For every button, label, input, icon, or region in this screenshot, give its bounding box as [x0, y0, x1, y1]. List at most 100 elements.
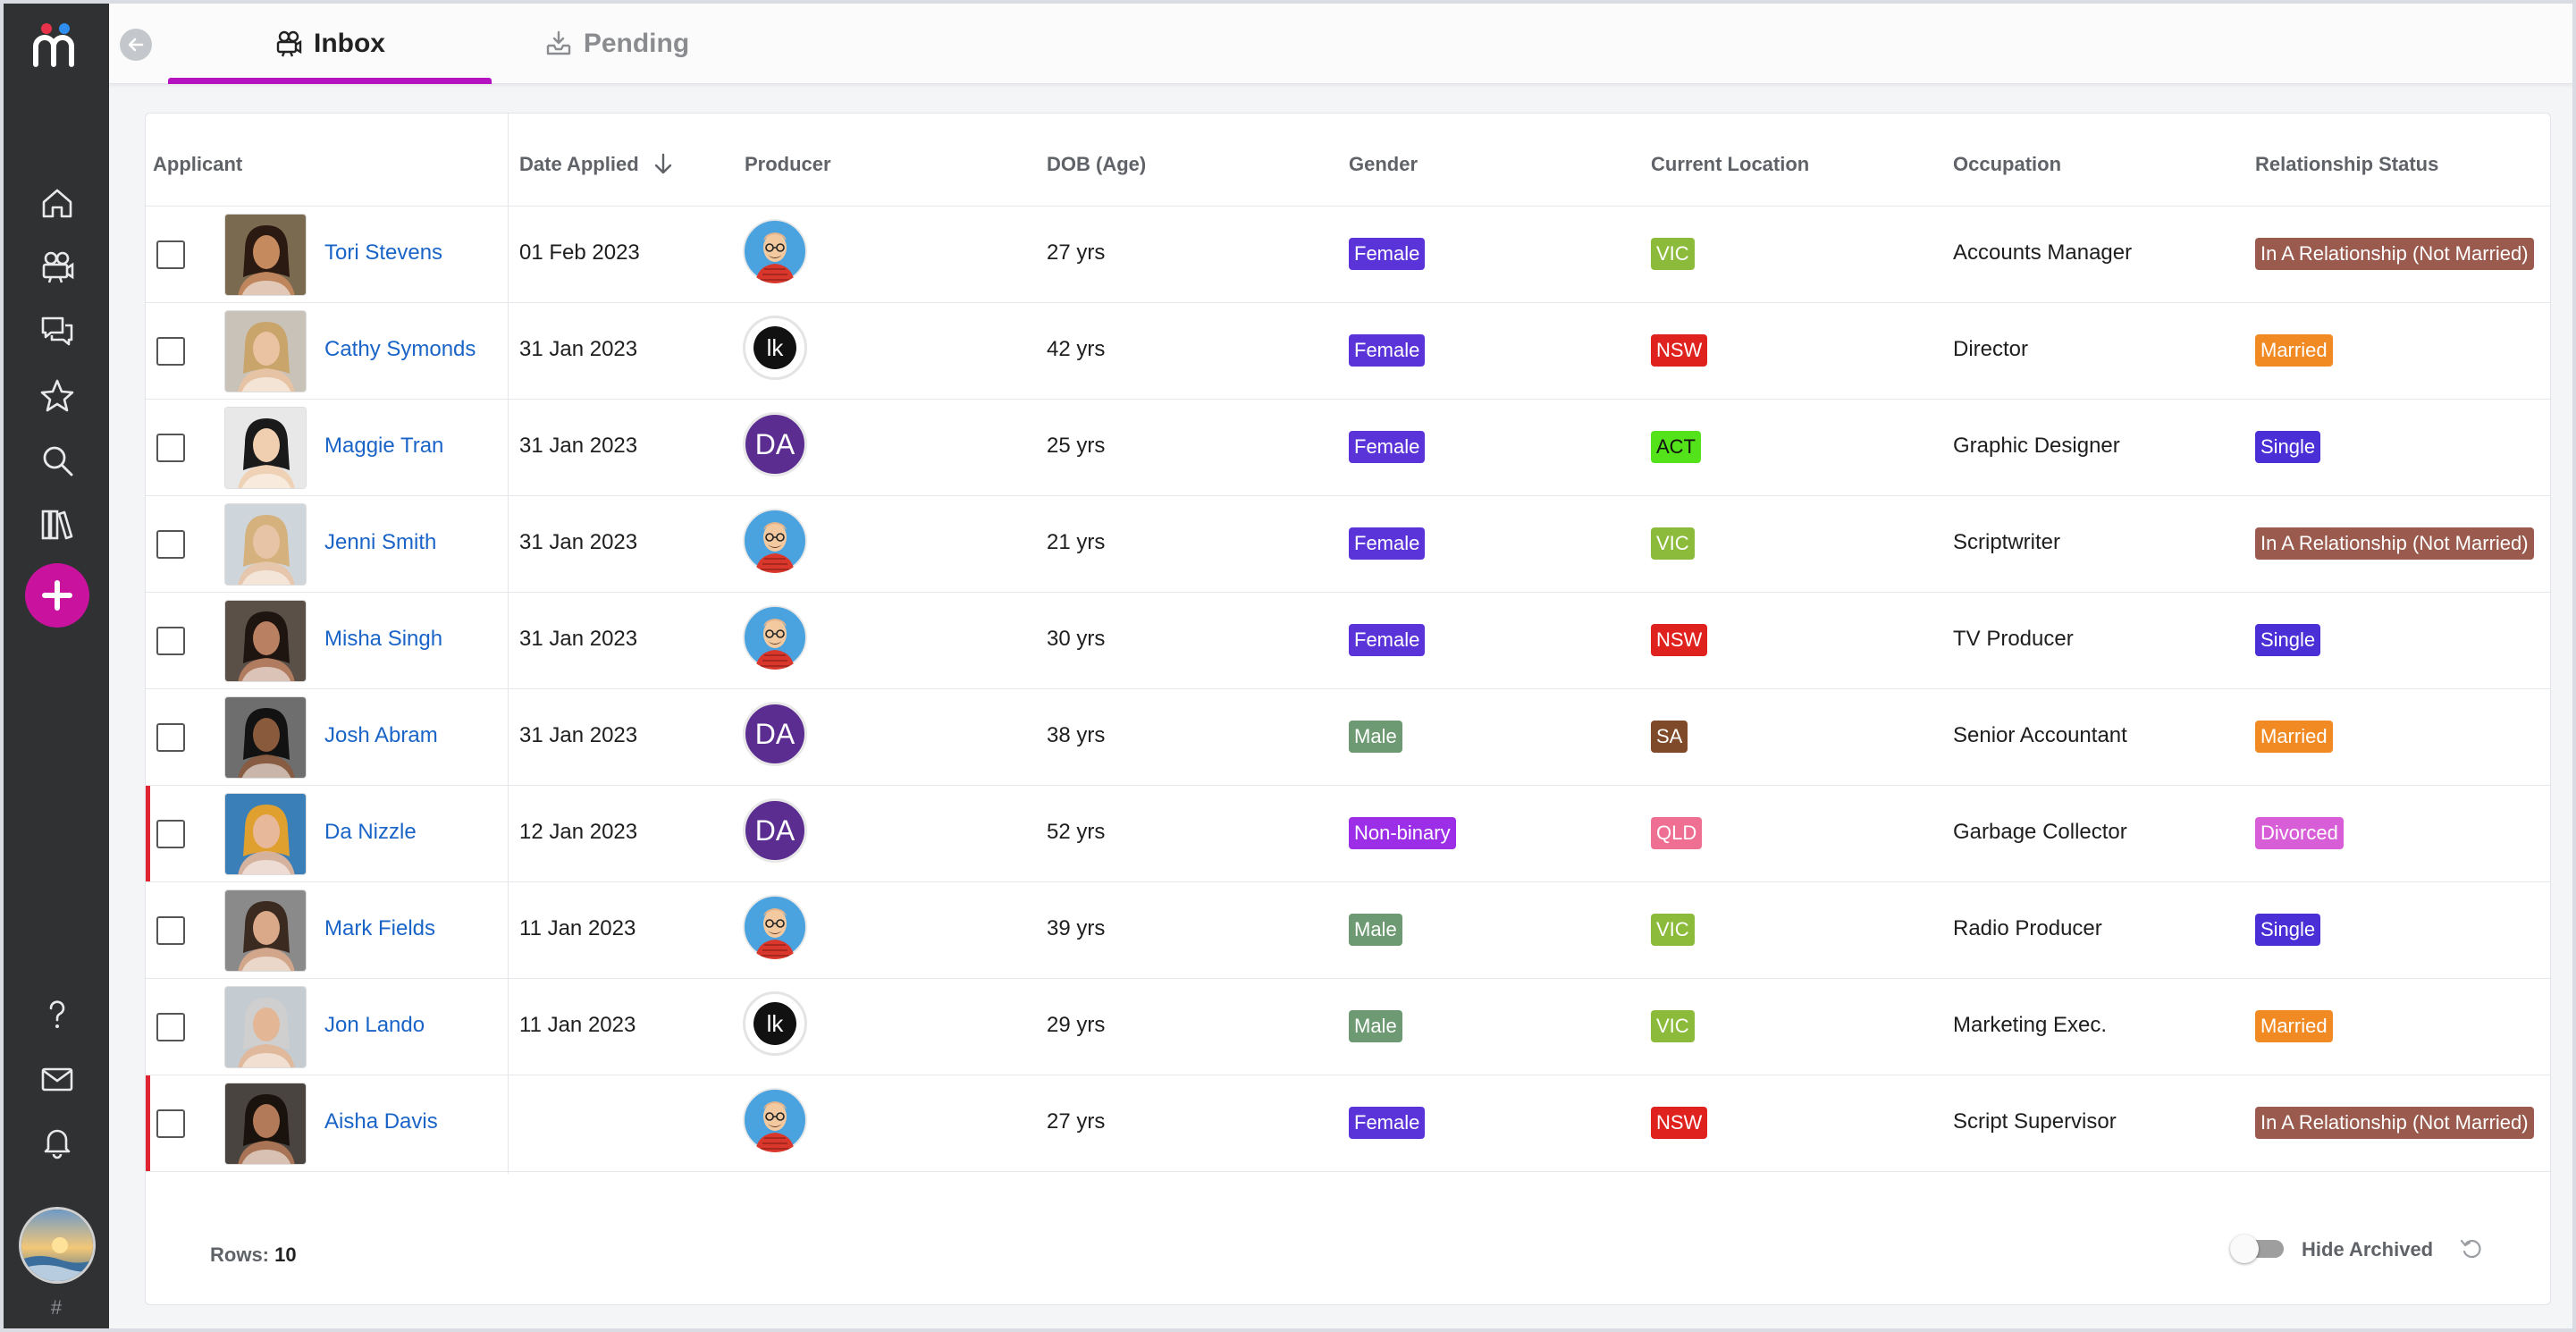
producer-avatar[interactable]: [743, 509, 807, 573]
occupation: Script Supervisor: [1953, 1109, 2117, 1134]
location-badge: VIC: [1651, 914, 1695, 946]
table-row: Cathy Symonds 31 Jan 2023 lk 42 yrs Female NS…: [146, 303, 2550, 400]
producer-avatar[interactable]: [743, 605, 807, 670]
producer-avatar[interactable]: [743, 1088, 807, 1152]
relationship-badge: In A Relationship (Not Married): [2255, 238, 2534, 270]
sort-desc-icon: [653, 153, 673, 180]
row-checkbox[interactable]: [156, 434, 185, 462]
applicant-name[interactable]: Misha Singh: [324, 627, 443, 651]
back-button[interactable]: [120, 29, 152, 61]
col-occupation[interactable]: Occupation: [1953, 153, 2062, 175]
tab-pending[interactable]: Pending: [527, 4, 706, 84]
row-checkbox[interactable]: [156, 820, 185, 848]
producer-avatar[interactable]: [743, 895, 807, 959]
applicant-name[interactable]: Aisha Davis: [324, 1109, 438, 1134]
applicant-name[interactable]: Jon Lando: [324, 1013, 425, 1037]
library-icon[interactable]: [38, 506, 76, 544]
col-dob[interactable]: DOB (Age): [1047, 153, 1147, 175]
applicant-name[interactable]: Cathy Symonds: [324, 337, 476, 361]
mail-icon[interactable]: [38, 1060, 76, 1098]
col-date-applied[interactable]: Date Applied: [519, 153, 673, 180]
relationship-badge: Married: [2255, 721, 2333, 753]
applicant-name[interactable]: Josh Abram: [324, 723, 438, 747]
row-checkbox[interactable]: [156, 916, 185, 945]
producer-avatar[interactable]: [743, 219, 807, 283]
row-checkbox[interactable]: [156, 723, 185, 752]
help-icon[interactable]: [38, 996, 76, 1033]
date-applied: 11 Jan 2023: [519, 1013, 636, 1037]
applicant-photo[interactable]: [224, 600, 307, 682]
row-checkbox[interactable]: [156, 1109, 185, 1138]
applicant-name[interactable]: Maggie Tran: [324, 434, 444, 458]
occupation: Accounts Manager: [1953, 240, 2133, 265]
applicant-name[interactable]: Mark Fields: [324, 916, 436, 940]
row-checkbox[interactable]: [156, 1013, 185, 1041]
star-icon[interactable]: [38, 377, 76, 415]
applicant-photo[interactable]: [224, 407, 307, 489]
occupation: TV Producer: [1953, 627, 2074, 651]
location-badge: QLD: [1651, 817, 1703, 849]
chat-icon[interactable]: [38, 313, 76, 350]
relationship-badge: Single: [2255, 624, 2321, 656]
add-button[interactable]: [25, 563, 89, 628]
applicant-photo[interactable]: [224, 1083, 307, 1165]
dob-age: 52 yrs: [1047, 820, 1106, 844]
col-location[interactable]: Current Location: [1651, 153, 1810, 175]
applicants-table: Applicant Date Applied Producer DOB (Age…: [145, 113, 2551, 1305]
table-row: Josh Abram 31 Jan 2023 DA 38 yrs Male SA Senio…: [146, 689, 2550, 786]
sidebar: #: [4, 4, 109, 1328]
row-checkbox[interactable]: [156, 627, 185, 655]
hide-archived-toggle[interactable]: [2230, 1235, 2287, 1263]
home-icon[interactable]: [38, 184, 76, 222]
table-row: Misha Singh 31 Jan 2023 30 yrs Female NSW TV …: [146, 593, 2550, 689]
col-producer[interactable]: Producer: [745, 153, 831, 175]
applicant-photo[interactable]: [224, 793, 307, 875]
producer-initials: lk: [753, 326, 796, 369]
row-checkbox[interactable]: [156, 530, 185, 559]
user-avatar[interactable]: [19, 1207, 96, 1284]
col-relationship[interactable]: Relationship Status: [2255, 153, 2439, 175]
tab-pending-label: Pending: [583, 29, 690, 58]
row-checkbox[interactable]: [156, 240, 185, 269]
dob-age: 25 yrs: [1047, 434, 1106, 458]
producer-initials: DA: [754, 717, 796, 750]
search-icon[interactable]: [38, 442, 76, 479]
row-checkbox[interactable]: [156, 337, 185, 366]
applicant-name[interactable]: Da Nizzle: [324, 820, 417, 844]
table-row: Aisha Davis 27 yrs Female NSW Script Supervi…: [146, 1075, 2550, 1172]
producer-avatar[interactable]: DA: [743, 798, 807, 863]
producer-avatar-icon: [743, 1088, 807, 1152]
bell-icon[interactable]: [38, 1123, 76, 1160]
tab-inbox[interactable]: Inbox: [168, 4, 492, 84]
app-logo[interactable]: [29, 18, 84, 73]
applicant-photo[interactable]: [224, 310, 307, 392]
applicant-photo[interactable]: [224, 503, 307, 586]
applicant-photo[interactable]: [224, 696, 307, 779]
applicant-name[interactable]: Jenni Smith: [324, 530, 437, 554]
tray-download-icon: [546, 30, 571, 55]
applicant-photo[interactable]: [224, 889, 307, 972]
applicant-photo[interactable]: [224, 986, 307, 1068]
dob-age: 39 yrs: [1047, 916, 1106, 940]
camera-icon[interactable]: [38, 249, 76, 286]
app-window: # Inbox Pending Applicant Date Applied P…: [4, 4, 2572, 1328]
col-applicant[interactable]: Applicant: [153, 153, 243, 175]
relationship-badge: Married: [2255, 1010, 2333, 1042]
date-applied: 31 Jan 2023: [519, 337, 638, 361]
applicant-name[interactable]: Tori Stevens: [324, 240, 443, 265]
producer-avatar[interactable]: lk: [743, 316, 807, 380]
refresh-icon[interactable]: [2459, 1236, 2484, 1261]
plus-icon: [42, 580, 72, 611]
date-applied: 11 Jan 2023: [519, 916, 636, 940]
col-date-applied-label: Date Applied: [519, 153, 639, 175]
producer-avatar[interactable]: DA: [743, 412, 807, 476]
occupation: Senior Accountant: [1953, 723, 2127, 747]
rows-label: Rows:: [210, 1243, 269, 1266]
producer-avatar[interactable]: lk: [743, 991, 807, 1056]
producer-avatar[interactable]: DA: [743, 702, 807, 766]
gender-badge: Female: [1349, 624, 1426, 656]
col-gender[interactable]: Gender: [1349, 153, 1418, 175]
relationship-badge: Divorced: [2255, 817, 2344, 849]
location-badge: SA: [1651, 721, 1688, 753]
applicant-photo[interactable]: [224, 214, 307, 296]
